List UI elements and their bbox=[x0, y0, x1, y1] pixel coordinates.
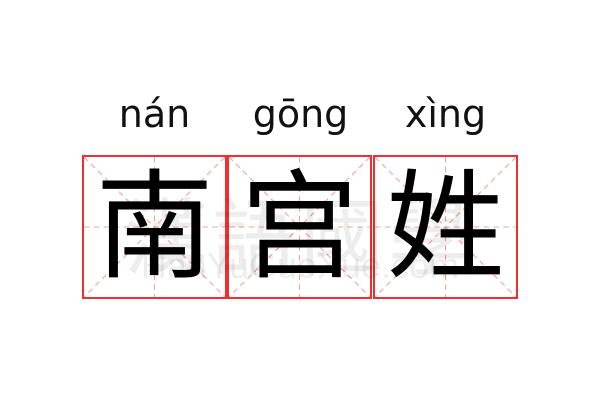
character-grid: 南 宫 姓 bbox=[82, 155, 518, 299]
guide-lines bbox=[229, 157, 370, 297]
guide-lines bbox=[375, 157, 516, 297]
character-cell-3: 姓 bbox=[373, 155, 518, 299]
guide-lines bbox=[84, 157, 225, 297]
pinyin-1: nán bbox=[118, 92, 191, 136]
watermark-latin: HanYuGuoXue.com bbox=[140, 245, 460, 286]
pinyin-2: gōng bbox=[252, 92, 349, 136]
character-cell-1: 南 bbox=[82, 155, 227, 299]
character: 南 bbox=[95, 158, 214, 296]
character: 宫 bbox=[240, 158, 359, 296]
character-cell-2: 宫 bbox=[227, 155, 372, 299]
character: 姓 bbox=[386, 158, 505, 296]
pinyin-3: xìng bbox=[404, 92, 487, 136]
watermark-chinese: 漢語國學 bbox=[123, 190, 476, 288]
